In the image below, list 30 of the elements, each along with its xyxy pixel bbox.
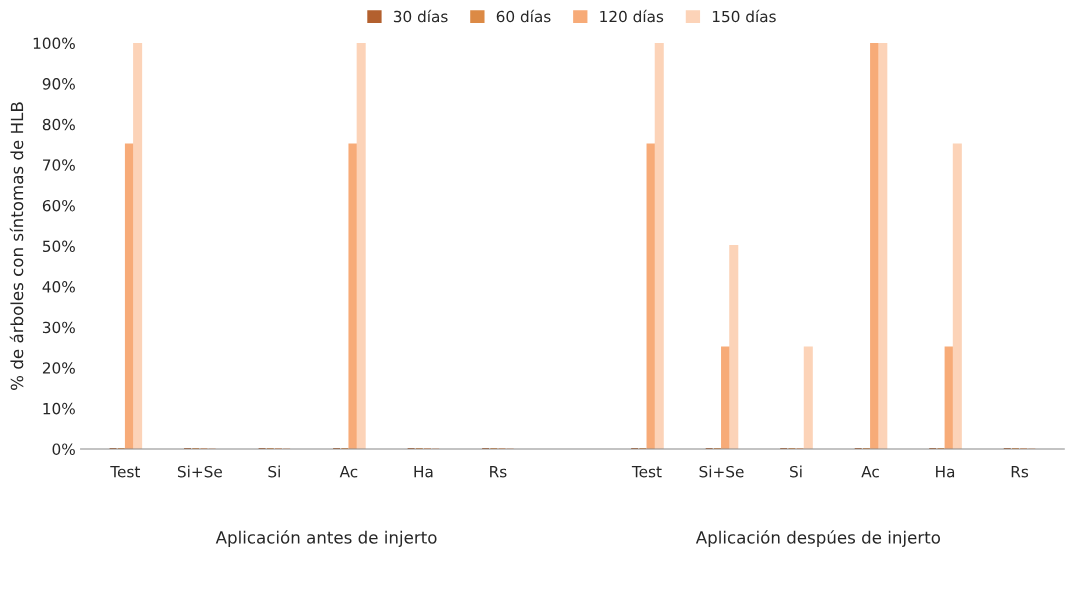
x-tick-label: Si [790, 465, 802, 478]
x-tick-label: Si+Se [699, 465, 744, 478]
y-axis-title: % de árboles con síntomas de HLB [9, 102, 24, 390]
y-tick-label: 40% [42, 281, 75, 293]
x-tick-label: Ha [414, 466, 433, 478]
x-tick-label: Ac [339, 466, 358, 478]
legend-label: 60 días [496, 9, 551, 23]
legend-label: 30 días [393, 9, 448, 23]
y-tick-label: 100% [33, 37, 75, 50]
x-tick-label: Si [268, 465, 280, 478]
x-tick-label: Ha [936, 466, 955, 478]
x-tick-label: Test [631, 466, 662, 478]
y-tick-label: 30% [42, 321, 75, 334]
legend-label: 120 días [600, 9, 664, 23]
y-tick-label: 10% [43, 402, 75, 415]
x-tick-label: Si+Se [177, 465, 222, 478]
y-tick-label: 60% [42, 199, 75, 212]
x-tick-label: Test [110, 466, 141, 478]
y-tick-label: 0% [52, 443, 75, 455]
x-tick-label: Ac [861, 466, 879, 478]
y-tick-label: 20% [42, 362, 75, 374]
text: Aplicación antes de injerto [215, 530, 437, 547]
y-tick-label: 50% [42, 240, 75, 253]
x-tick-label: Rs [490, 466, 507, 478]
y-tick-label: 70% [43, 159, 75, 171]
text: Aplicación despúes de injerto [695, 530, 941, 547]
legend-label: 150 días [712, 9, 776, 23]
y-tick-label: 90% [42, 78, 75, 90]
x-tick-label: Rs [1011, 466, 1029, 478]
y-tick-label: 80% [42, 118, 75, 131]
